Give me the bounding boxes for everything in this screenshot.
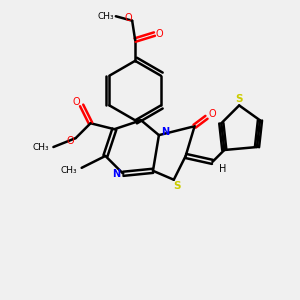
Text: CH₃: CH₃ <box>33 142 49 152</box>
Text: O: O <box>73 98 80 107</box>
Text: S: S <box>173 181 181 191</box>
Text: CH₃: CH₃ <box>97 12 114 21</box>
Text: O: O <box>67 136 74 146</box>
Text: N: N <box>161 127 169 137</box>
Text: H: H <box>219 164 226 174</box>
Text: S: S <box>236 94 243 104</box>
Text: O: O <box>208 109 216 119</box>
Text: CH₃: CH₃ <box>61 166 77 175</box>
Text: N: N <box>112 169 120 179</box>
Text: O: O <box>124 13 132 23</box>
Text: O: O <box>155 29 163 39</box>
